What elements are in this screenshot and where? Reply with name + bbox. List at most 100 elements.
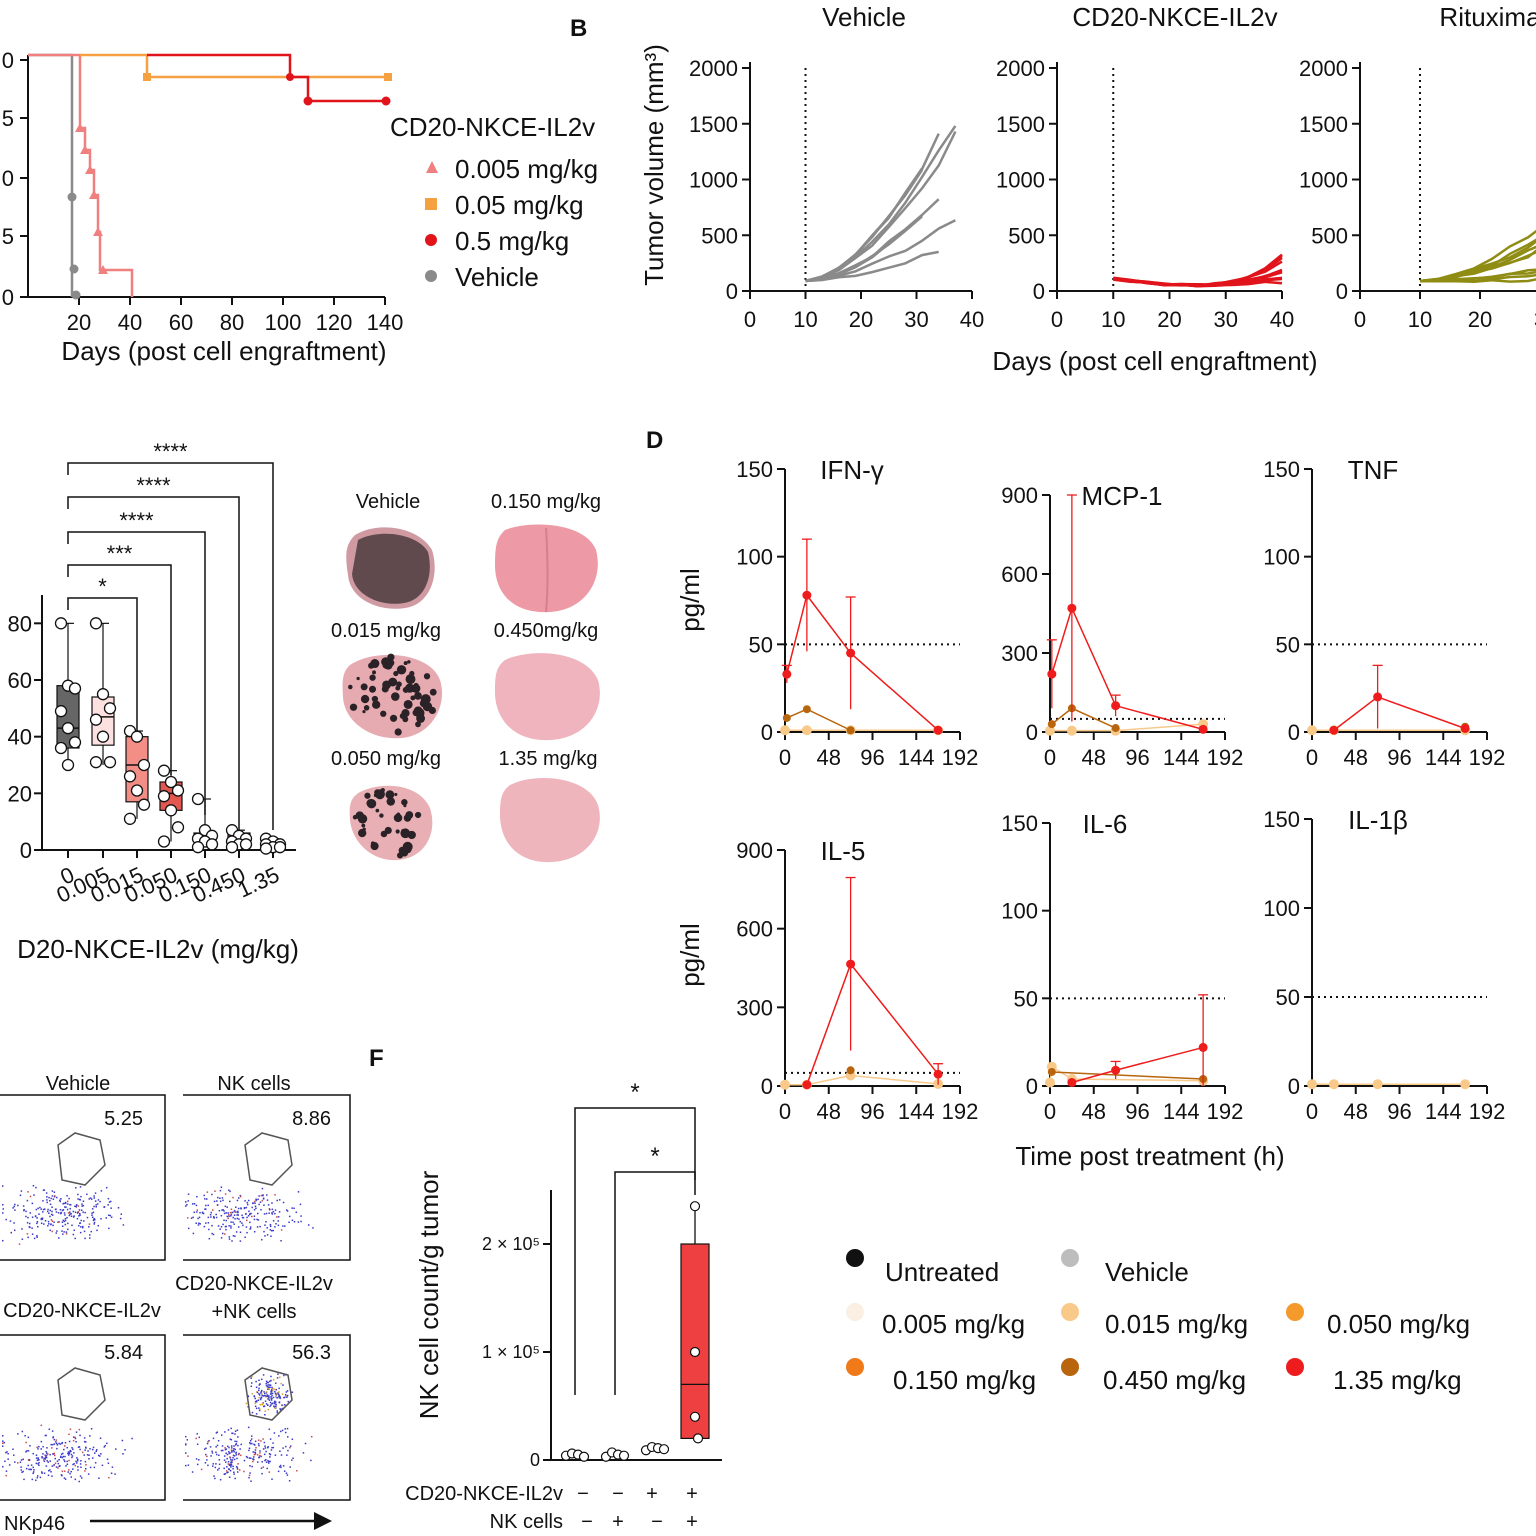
e-event-dot	[198, 1216, 201, 1219]
e-event-dot	[204, 1208, 206, 1210]
c-ytick-label: 0	[20, 838, 32, 863]
e-event-dot	[237, 1207, 240, 1210]
d-ytick-label: 900	[736, 838, 773, 863]
e-event-dot	[77, 1193, 79, 1196]
e-event-dot	[259, 1403, 261, 1406]
e-event-dot	[282, 1447, 284, 1449]
e-event-dot	[223, 1210, 225, 1212]
e-event-dot	[267, 1445, 269, 1448]
e-event-dot	[58, 1221, 60, 1223]
lung-photo-vehicle	[346, 527, 435, 609]
e-event-dot	[61, 1474, 63, 1477]
e-event-dot	[25, 1467, 28, 1470]
a-curve-05	[147, 53, 386, 103]
e-event-dot	[78, 1213, 81, 1215]
e-event-dot	[266, 1234, 269, 1236]
e-event-dot	[233, 1450, 235, 1453]
e-event-dot	[255, 1207, 257, 1210]
e-event-dot	[52, 1224, 54, 1227]
b-xtick-label: 10	[1408, 307, 1432, 332]
e-event-dot	[42, 1453, 44, 1455]
lung-nodule	[393, 813, 403, 823]
e-event-dot	[244, 1236, 246, 1239]
e-event-dot	[93, 1219, 95, 1221]
e-event-dot	[74, 1436, 76, 1439]
e-event-dot	[61, 1209, 64, 1212]
e-event-dot	[282, 1225, 284, 1227]
e-event-dot	[280, 1430, 282, 1433]
e-event-dot	[229, 1469, 232, 1472]
e-event-dot	[274, 1395, 277, 1398]
c-data-point	[273, 841, 287, 854]
e-event-dot	[219, 1228, 221, 1230]
e-event-dot	[117, 1207, 120, 1209]
e-event-dot	[59, 1212, 62, 1215]
d-series-line	[1051, 1071, 1204, 1080]
lung-photo-135	[500, 777, 600, 863]
e-event-dot	[236, 1467, 239, 1469]
lung-nodule	[414, 811, 422, 819]
e-event-dot	[207, 1204, 209, 1207]
e-event-dot	[257, 1399, 260, 1401]
e-event-dot	[207, 1441, 209, 1443]
e-event-dot	[211, 1450, 213, 1453]
lung-nodule	[414, 692, 422, 700]
lung-nodule	[369, 685, 377, 693]
e-event-dot	[278, 1387, 280, 1390]
e-event-dot	[255, 1380, 257, 1383]
e-event-dot	[61, 1221, 64, 1223]
e-event-dot	[261, 1403, 263, 1405]
c-ytick-label: 60	[8, 668, 32, 693]
b-xtick-label: 10	[793, 307, 817, 332]
e-event-dot	[2, 1239, 4, 1242]
e-event-dot	[122, 1453, 124, 1455]
e-event-dot	[50, 1213, 53, 1216]
e-event-dot	[285, 1209, 288, 1211]
f-data-point	[689, 1411, 701, 1422]
c-data-point	[157, 764, 171, 777]
e-event-dot	[30, 1468, 32, 1471]
e-event-dot	[261, 1187, 264, 1190]
e-event-dot	[203, 1448, 206, 1450]
e-event-dot	[258, 1387, 260, 1390]
e-event-dot	[55, 1211, 58, 1213]
e-event-dot	[76, 1458, 79, 1461]
e-event-dot	[190, 1217, 193, 1219]
e-event-dot	[60, 1453, 63, 1455]
e-event-dot	[285, 1445, 287, 1448]
e-event-dot	[82, 1200, 85, 1203]
e-event-dot	[86, 1193, 88, 1196]
e-event-dot	[270, 1449, 273, 1451]
e-event-dot	[32, 1452, 34, 1455]
e-event-dot	[79, 1475, 82, 1477]
e-event-dot	[267, 1398, 269, 1400]
e-event-dot	[265, 1391, 268, 1393]
e-event-dot	[68, 1469, 70, 1471]
e-event-dot	[228, 1463, 231, 1466]
e-event-dot	[36, 1459, 39, 1462]
e-event-dot	[47, 1474, 50, 1477]
e-event-dot	[224, 1225, 227, 1228]
d-series-point	[782, 713, 791, 722]
e-event-dot	[240, 1443, 242, 1446]
e-event-dot	[264, 1414, 266, 1416]
d-xtick-label: 144	[1425, 745, 1462, 770]
d-series-point	[801, 725, 812, 736]
e-event-dot	[52, 1436, 54, 1439]
e-event-dot	[185, 1452, 187, 1454]
d-legend-label: Vehicle	[1105, 1257, 1189, 1287]
e-event-dot	[268, 1399, 271, 1401]
e-event-dot	[55, 1196, 58, 1199]
e-event-dot	[199, 1223, 201, 1225]
e-event-dot	[291, 1219, 294, 1222]
e-event-dot	[224, 1448, 227, 1451]
e-event-dot	[250, 1438, 253, 1440]
e-event-dot	[261, 1394, 264, 1397]
e-event-dot	[79, 1222, 82, 1224]
e-event-dot	[214, 1190, 216, 1192]
e-event-dot	[266, 1199, 269, 1201]
e-event-dot	[222, 1209, 224, 1211]
e-event-dot	[185, 1435, 187, 1438]
e-event-dot	[215, 1463, 217, 1465]
e-event-dot	[226, 1206, 228, 1208]
